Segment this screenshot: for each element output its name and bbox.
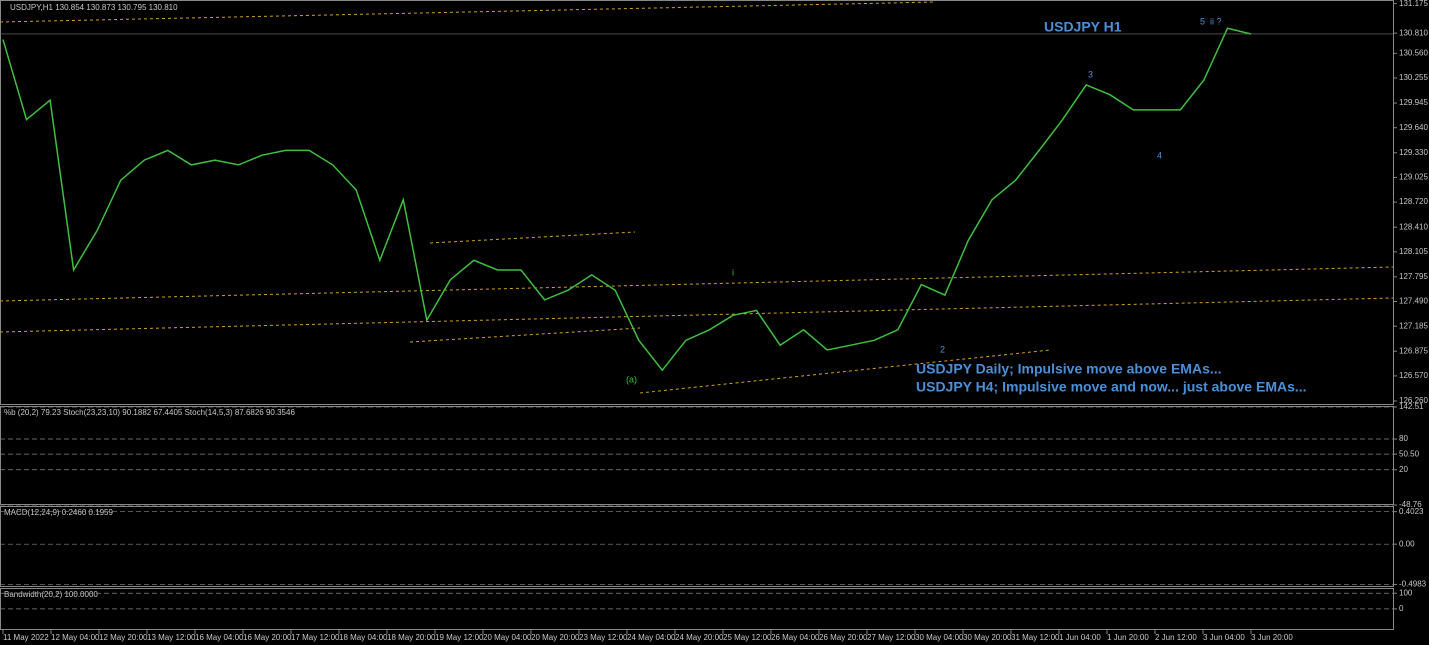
y-tick-label: 0.4023	[1399, 507, 1424, 516]
y-tick-label: 126.260	[1399, 396, 1428, 405]
chart-header: USDJPY,H1 130.854 130.873 130.795 130.81…	[10, 3, 178, 12]
y-tick-label: 128.720	[1399, 197, 1428, 206]
wave-label: 5	[1200, 16, 1205, 26]
x-tick-label: 1 Jun 04:00	[1059, 633, 1101, 642]
y-tick-label: 80	[1399, 434, 1408, 443]
wave-label: 2	[940, 344, 945, 354]
y-tick-label: 127.490	[1399, 297, 1428, 306]
x-tick-label: 3 Jun 20:00	[1251, 633, 1293, 642]
x-tick-label: 19 May 12:00	[435, 633, 484, 642]
x-tick-label: 12 May 20:00	[99, 633, 148, 642]
y-tick-label: 127.795	[1399, 272, 1428, 281]
x-tick-label: 20 May 20:00	[531, 633, 580, 642]
y-tick-label: 130.810	[1399, 28, 1428, 37]
x-tick-label: 13 May 12:00	[147, 633, 196, 642]
x-tick-label: 3 Jun 04:00	[1203, 633, 1245, 642]
chart-title: USDJPY H1	[1044, 19, 1122, 35]
y-tick-label: 129.025	[1399, 173, 1428, 182]
wave-label: i	[732, 267, 734, 277]
panel-title: MACD(12,24,9) 0.2460 0.1959	[4, 508, 114, 517]
y-tick-label: 126.570	[1399, 371, 1428, 380]
y-tick-label: 142.51	[1399, 402, 1424, 411]
y-tick-label: 50.50	[1399, 449, 1420, 458]
x-tick-label: 31 May 12:00	[1011, 633, 1060, 642]
x-tick-label: 18 May 04:00	[339, 633, 388, 642]
wave-label: (a)	[626, 374, 637, 384]
y-tick-label: -0.4983	[1399, 580, 1427, 589]
x-tick-label: 24 May 04:00	[627, 633, 676, 642]
annotation: USDJPY H4; Impulsive move and now... jus…	[916, 379, 1307, 395]
x-tick-label: 11 May 2022	[3, 633, 49, 642]
x-tick-label: 12 May 04:00	[51, 633, 100, 642]
y-tick-label: 129.945	[1399, 98, 1428, 107]
annotation: USDJPY Daily; Impulsive move above EMAs.…	[916, 361, 1222, 377]
x-tick-label: 17 May 12:00	[291, 633, 340, 642]
x-tick-label: 26 May 20:00	[819, 633, 868, 642]
x-tick-label: 2 Jun 12:00	[1155, 633, 1197, 642]
y-tick-label: 0.00	[1399, 539, 1415, 548]
y-tick-label: 128.105	[1399, 247, 1428, 256]
wave-label: 4	[1157, 150, 1162, 160]
y-tick-label: 129.640	[1399, 123, 1428, 132]
y-tick-label: 128.410	[1399, 222, 1428, 231]
x-tick-label: 30 May 04:00	[915, 633, 964, 642]
y-tick-label: 129.330	[1399, 148, 1428, 157]
wave-label: 3	[1088, 69, 1093, 79]
y-tick-label: 100	[1399, 588, 1413, 597]
y-tick-label: 130.560	[1399, 48, 1428, 57]
x-tick-label: 20 May 04:00	[483, 633, 532, 642]
x-tick-label: 18 May 20:00	[387, 633, 436, 642]
x-tick-label: 30 May 20:00	[963, 633, 1012, 642]
y-tick-label: 126.875	[1399, 346, 1428, 355]
x-tick-label: 26 May 04:00	[771, 633, 820, 642]
x-tick-label: 16 May 04:00	[195, 633, 244, 642]
x-tick-label: 1 Jun 20:00	[1107, 633, 1149, 642]
y-tick-label: -48.76	[1399, 500, 1422, 509]
y-tick-label: 20	[1399, 465, 1408, 474]
y-tick-label: 131.175	[1399, 0, 1428, 8]
y-tick-label: 0	[1399, 604, 1404, 613]
x-tick-label: 23 May 12:00	[579, 633, 628, 642]
y-tick-label: 127.185	[1399, 321, 1428, 330]
price-line	[2, 27, 1252, 372]
panel-title: Bandwidth(20,2) 100.0000	[4, 590, 98, 599]
trend-lines	[0, 1, 1394, 394]
y-tick-label: 130.255	[1399, 73, 1428, 82]
x-tick-label: 16 May 20:00	[243, 633, 292, 642]
x-tick-label: 27 May 12:00	[867, 633, 916, 642]
x-tick-label: 24 May 20:00	[675, 633, 724, 642]
wave-label: ii ?	[1210, 16, 1222, 26]
x-tick-label: 25 May 12:00	[723, 633, 772, 642]
panel-title: %b (20,2) 79.23 Stoch(23,23,10) 90.1882 …	[4, 408, 295, 417]
